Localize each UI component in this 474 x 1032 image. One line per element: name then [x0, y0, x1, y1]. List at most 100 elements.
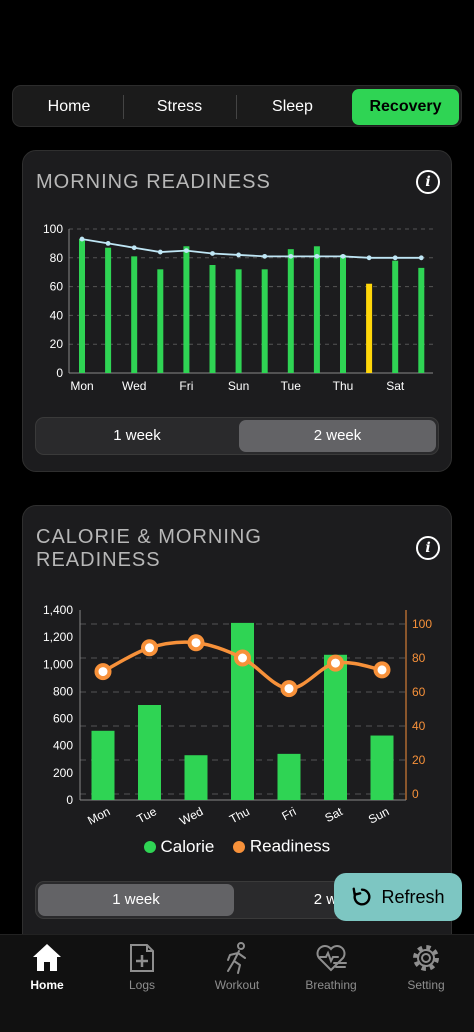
- readiness-point: [373, 661, 391, 679]
- y-right-tick-label: 60: [412, 685, 426, 699]
- legend-calorie-swatch: [143, 840, 156, 853]
- trend-point: [288, 253, 294, 259]
- x-tick-label: Mon: [70, 379, 93, 393]
- trend-line: [81, 238, 422, 259]
- legend-calorie-label: Calorie: [160, 836, 215, 856]
- trend-point: [262, 253, 268, 259]
- readiness-bar: [287, 249, 294, 373]
- calorie-bar: [138, 705, 161, 800]
- x-tick-label: Sat: [386, 379, 405, 393]
- legend-readiness-swatch: [233, 840, 246, 853]
- bottom-navigation: Home Logs Workout Breathing Setting: [0, 934, 474, 1032]
- nav-breathing[interactable]: Breathing: [284, 941, 378, 992]
- y-tick-label: 100: [43, 222, 63, 236]
- x-tick-label: Thu: [227, 804, 252, 826]
- nav-label: Workout: [214, 978, 260, 992]
- info-icon[interactable]: i: [416, 536, 440, 560]
- range-1-week[interactable]: 1 week: [113, 427, 161, 444]
- refresh-icon: [353, 887, 371, 906]
- x-tick-label: Thu: [333, 379, 354, 393]
- y-tick-label: 20: [50, 337, 64, 351]
- readiness-bar: [79, 239, 85, 373]
- tab-home[interactable]: Home: [47, 98, 91, 115]
- y-tick-label: 0: [56, 366, 63, 380]
- y-left-tick-label: 1,200: [43, 630, 73, 644]
- readiness-point: [280, 680, 298, 698]
- nav-label: Home: [30, 978, 64, 992]
- calorie-bar: [184, 755, 208, 800]
- x-tick-label: Sat: [322, 804, 345, 825]
- trend-point: [236, 252, 242, 258]
- y-right-tick-label: 80: [412, 651, 426, 665]
- y-right-tick-label: 100: [412, 617, 432, 631]
- readiness-bar: [392, 260, 399, 373]
- trend-point: [79, 236, 85, 242]
- y-left-tick-label: 600: [53, 712, 73, 726]
- refresh-label: Refresh: [381, 886, 445, 907]
- home-icon: [33, 944, 61, 971]
- card-title-line2: READINESS: [36, 549, 161, 571]
- refresh-button[interactable]: Refresh: [334, 873, 462, 921]
- range-1-week[interactable]: 1 week: [38, 884, 234, 916]
- trend-point: [210, 251, 215, 256]
- card-title: MORNING READINESS: [36, 171, 271, 193]
- calorie-bar: [277, 753, 301, 800]
- trend-point: [105, 241, 111, 246]
- readiness-bar: [209, 265, 216, 373]
- trend-point: [184, 248, 189, 253]
- x-tick-label: Fri: [179, 379, 193, 393]
- y-tick-label: 40: [50, 308, 64, 322]
- readiness-bar: [313, 246, 320, 373]
- chart-legend: Calorie Readiness: [23, 836, 451, 857]
- x-tick-label: Sun: [228, 379, 249, 393]
- y-tick-label: 60: [50, 280, 64, 294]
- readiness-point: [327, 654, 344, 672]
- readiness-bar: [131, 256, 138, 373]
- readiness-bar: [366, 283, 373, 373]
- x-tick-label: Tue: [134, 804, 159, 826]
- nav-label: Setting: [407, 978, 445, 992]
- tab-stress[interactable]: Stress: [156, 98, 203, 115]
- tab-recovery[interactable]: Recovery: [352, 89, 459, 125]
- logs-icon: [130, 944, 154, 972]
- nav-home[interactable]: Home: [0, 941, 94, 992]
- x-tick-label: Fri: [279, 804, 298, 823]
- x-tick-label: Tue: [281, 379, 302, 393]
- readiness-bar: [340, 254, 346, 373]
- morning-readiness-card: MORNING READINESS i 0 20 40 60 80 100 Mon Wed Fr…: [22, 150, 452, 472]
- x-tick-label: Mon: [85, 804, 112, 827]
- readiness-point: [187, 634, 205, 652]
- x-tick-label: Wed: [122, 379, 146, 393]
- calorie-readiness-chart: 0 200 400 600 800 1,000 1,200 1,400 0 20 40 60 80 100…: [43, 603, 432, 828]
- trend-point: [340, 253, 346, 259]
- readiness-bar: [261, 269, 268, 373]
- readiness-bar: [235, 269, 242, 373]
- info-icon[interactable]: i: [416, 170, 440, 194]
- calorie-readiness-card: CALORIE & MORNING READINESS i 0 200 400 600…: [22, 505, 452, 935]
- y-tick-label: 80: [50, 251, 64, 265]
- trend-point: [366, 255, 372, 261]
- nav-label: Breathing: [305, 978, 357, 992]
- range-selector: 1 week 2 week: [35, 417, 439, 455]
- range-2-week[interactable]: 2 week: [239, 420, 436, 452]
- readiness-point: [234, 649, 251, 667]
- readiness-point: [94, 663, 112, 681]
- tab-divider: [236, 95, 237, 119]
- readiness-bar: [105, 247, 112, 373]
- nav-workout[interactable]: Workout: [190, 941, 284, 992]
- readiness-point: [141, 639, 158, 657]
- y-right-tick-label: 20: [412, 753, 426, 767]
- calorie-bar: [91, 730, 115, 800]
- nav-logs[interactable]: Logs: [95, 941, 189, 992]
- y-left-tick-label: 200: [53, 766, 73, 780]
- readiness-bar: [418, 267, 425, 373]
- y-left-tick-label: 400: [53, 739, 73, 753]
- nav-setting[interactable]: Setting: [379, 941, 473, 992]
- x-tick-label: Wed: [177, 804, 205, 828]
- trend-point: [157, 249, 163, 255]
- trend-point: [418, 255, 424, 261]
- top-tab-bar: Home Stress Sleep Recovery: [12, 85, 462, 127]
- readiness-bar: [183, 246, 190, 373]
- tab-sleep[interactable]: Sleep: [272, 98, 313, 115]
- trend-point: [392, 255, 398, 261]
